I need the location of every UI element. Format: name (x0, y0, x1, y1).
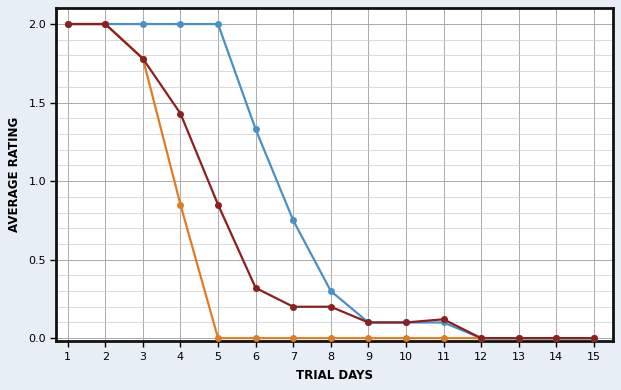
X-axis label: TRIAL DAYS: TRIAL DAYS (296, 369, 373, 382)
Y-axis label: AVERAGE RATING: AVERAGE RATING (8, 117, 21, 232)
